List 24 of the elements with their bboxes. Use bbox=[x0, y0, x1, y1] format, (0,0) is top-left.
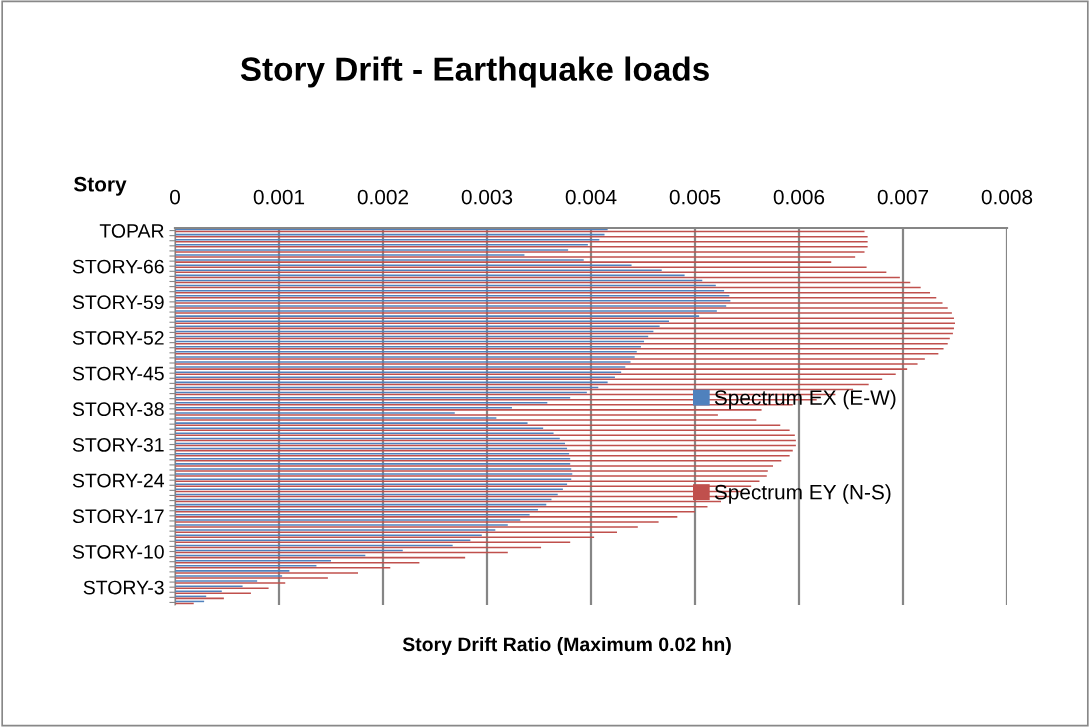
y-tick-label: STORY-45 bbox=[72, 366, 164, 381]
y-tick-label: TOPAR bbox=[99, 224, 164, 238]
x-tick-label: 0.004 bbox=[565, 189, 617, 205]
x-tick-label: 0.001 bbox=[253, 189, 305, 205]
y-tick-label: STORY-3 bbox=[83, 580, 164, 595]
y-tick-label: STORY-59 bbox=[72, 295, 164, 310]
y-tick-label: STORY-17 bbox=[72, 509, 164, 524]
y-tick-label: STORY-52 bbox=[72, 331, 164, 345]
y-axis-title: Story bbox=[73, 176, 127, 196]
x-tick-label: 0.005 bbox=[669, 189, 721, 205]
legend-label: Spectrum EY (N-S) bbox=[714, 484, 891, 504]
y-tick-label: STORY-66 bbox=[72, 259, 164, 274]
y-tick-label: STORY-31 bbox=[72, 437, 164, 452]
x-tick-label: 0.007 bbox=[877, 189, 929, 205]
y-tick-label: STORY-24 bbox=[72, 473, 165, 488]
x-axis-title: Story Drift Ratio (Maximum 0.02 hn) bbox=[402, 636, 731, 656]
x-tick-label: 0.002 bbox=[357, 189, 409, 205]
x-tick-label: 0 bbox=[170, 189, 180, 205]
chart-title: Story Drift - Earthquake loads bbox=[240, 56, 709, 88]
y-tick-label: STORY-10 bbox=[72, 544, 164, 559]
x-tick-label: 0.003 bbox=[461, 189, 513, 205]
x-tick-label: 0.008 bbox=[981, 189, 1033, 205]
x-tick-label: 0.006 bbox=[773, 189, 825, 205]
y-tick-label: STORY-38 bbox=[72, 402, 164, 417]
